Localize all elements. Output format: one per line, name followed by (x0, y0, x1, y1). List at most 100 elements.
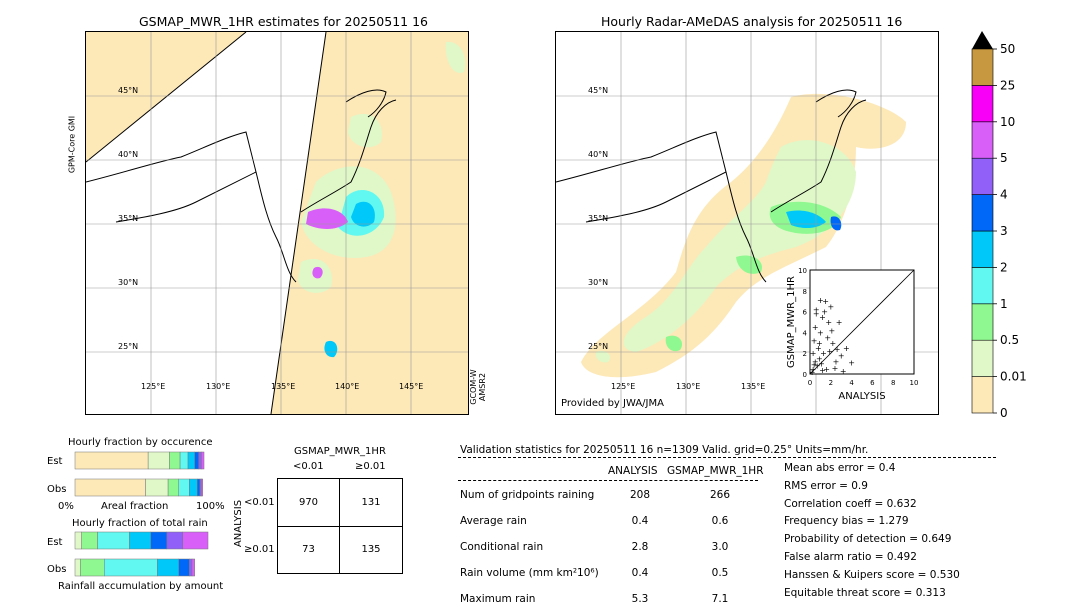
stacked-bar-segment (194, 451, 199, 470)
stacked-bar-segment (182, 531, 209, 550)
validation-score: Mean abs error = 0.4 (784, 462, 896, 474)
stacked-bar-segment (189, 558, 193, 577)
right-lat-label-1: 40°N (588, 150, 609, 159)
colorbar-box (971, 85, 994, 123)
right-map-canvas (556, 32, 938, 414)
stacked-bar-segment (81, 531, 98, 550)
validation-row-gsmap: 0.6 (711, 515, 729, 527)
colorbar-label: 50 (1000, 42, 1015, 56)
stacked-bar-segment (189, 478, 198, 497)
validation-row-analysis: 5.3 (631, 593, 649, 605)
left-lat-label-3: 30°N (118, 278, 139, 287)
scatter-point: + (813, 306, 820, 315)
contingency-cell-00: 970 (298, 497, 319, 508)
validation-score: Correlation coeff = 0.632 (784, 497, 917, 510)
left-side-label-right: GCOM-W AMSR2 (469, 369, 487, 405)
left-map (85, 31, 469, 415)
right-lon-label-2: 135°E (741, 382, 766, 391)
scatter-point: + (811, 337, 818, 346)
stacked-bar-segment (178, 558, 190, 577)
validation-row-analysis: 0.4 (631, 515, 649, 527)
stacked-bar-segment (147, 451, 170, 470)
right-lon-label-0: 125°E (611, 382, 636, 391)
stacked-bar-segment (157, 558, 179, 577)
scatter-point: + (818, 360, 825, 369)
scatter-point: + (821, 308, 828, 317)
stacked-bar-segment (97, 531, 130, 550)
stacked-bar-segment (150, 531, 168, 550)
right-map (555, 31, 939, 415)
validation-score: Equitable threat score = 0.313 (784, 586, 946, 599)
right-lat-label-2: 35°N (588, 214, 609, 223)
scatter-point: + (840, 367, 847, 376)
colorbar-arrow (972, 31, 993, 49)
left-lat-label-2: 35°N (118, 214, 139, 223)
scatter-point: + (822, 297, 829, 306)
left-map-title: GSMAP_MWR_1HR estimates for 20250511 16 (139, 14, 428, 29)
scatter-point: + (812, 358, 819, 367)
stacked-bar-segment (201, 451, 205, 470)
left-lat-label-0: 45°N (118, 86, 139, 95)
colorbar-box (971, 376, 994, 414)
validation-row-label: Average rain (460, 515, 527, 527)
stacked-bar-segment (74, 558, 81, 577)
scatter-xtick: 4 (849, 379, 854, 387)
scatter-point: + (828, 326, 835, 335)
scatter-point: + (816, 339, 823, 348)
contingency-title: GSMAP_MWR_1HR (294, 446, 386, 457)
scatter-point: + (812, 323, 819, 332)
colorbar-label: 25 (1000, 78, 1015, 92)
stacked-bar-segment (187, 451, 195, 470)
colorbar-box (971, 157, 994, 195)
scatter-point: + (827, 302, 834, 311)
colorbar-box (971, 339, 994, 377)
scatter-point: + (817, 296, 824, 305)
scatter-ytick: 10 (798, 267, 807, 275)
occurence-cat-est: Est (47, 456, 63, 467)
scatter-xtick: 10 (910, 379, 919, 387)
colorbar-label: 3 (1000, 224, 1008, 238)
scatter-ylabel: GSMAP_MWR_1HR (786, 276, 797, 368)
validation-row-label: Num of gridpoints raining (460, 489, 595, 501)
colorbar-label: 2 (1000, 260, 1008, 274)
contingency-cell-10: 73 (302, 544, 315, 555)
validation-dash-mid (458, 480, 758, 481)
scatter-point: + (833, 358, 840, 367)
contingency-hline (278, 526, 402, 527)
colorbar-label: 4 (1000, 188, 1008, 202)
left-lon-label-4: 145°E (399, 382, 424, 391)
validation-score: Hanssen & Kuipers score = 0.530 (784, 568, 960, 581)
scatter-point: + (843, 344, 850, 353)
colorbar: 0 0.01 0.5 1 2 3 4 5 10 25 50 (971, 31, 1027, 420)
scatter-diagonal (809, 269, 915, 375)
colorbar-box (971, 267, 994, 305)
colorbar-box (971, 48, 994, 86)
scatter-point: + (838, 351, 845, 360)
left-side-label-left: GPM-Core GMI (67, 115, 77, 174)
scatter-point: + (810, 365, 817, 374)
scatter-ytick: 8 (803, 288, 807, 296)
validation-header: Validation statistics for 20250511 16 n=… (460, 444, 869, 456)
contingency-row-1: ≥0.01 (244, 544, 275, 555)
stacked-bar-segment (129, 531, 152, 550)
totalrain-cat-est: Est (47, 537, 63, 548)
contingency-cell-11: 135 (361, 544, 381, 555)
scatter-point: + (824, 334, 831, 343)
scatter-point: + (817, 328, 824, 337)
scatter-point: + (816, 354, 823, 363)
validation-row-label: Conditional rain (460, 541, 544, 553)
scatter-ytick: 4 (803, 329, 808, 337)
scatter-point: + (811, 361, 818, 370)
stacked-bar-segment (166, 531, 183, 550)
scatter-point: + (819, 313, 826, 322)
scatter-xtick: 0 (808, 379, 812, 387)
validation-score: False alarm ratio = 0.492 (784, 551, 917, 563)
occurence-xtick-1: 100% (196, 501, 225, 512)
scatter-point: + (823, 365, 830, 374)
stacked-bar-segment (197, 478, 201, 497)
stacked-bar-segment (104, 558, 158, 577)
scatter-ytick: 6 (803, 309, 808, 317)
validation-score: Frequency bias = 1.279 (784, 515, 909, 528)
colorbar-box (971, 121, 994, 159)
